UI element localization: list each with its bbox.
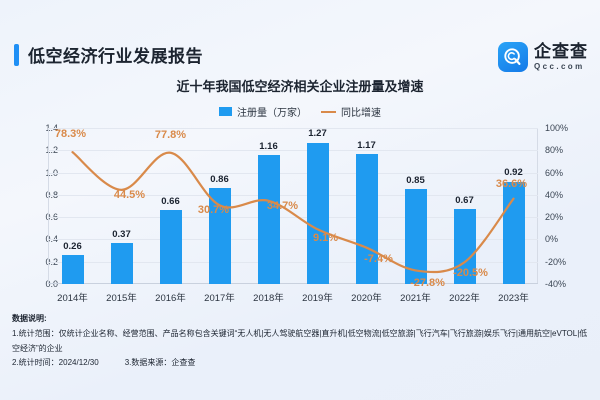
growth-rate-label: -27.8% — [410, 277, 445, 290]
logo-en-text: Qcc.com — [534, 62, 585, 71]
bar-value-label: 1.27 — [308, 128, 327, 140]
x-axis-tick-label: 2018年 — [253, 293, 284, 304]
gridline — [48, 261, 538, 263]
legend-line-swatch-icon — [321, 110, 336, 113]
gridline — [48, 217, 538, 219]
bar-value-label: 0.26 — [63, 241, 82, 253]
y-axis-tick-label: 0.0 — [45, 279, 58, 289]
y2-axis-tick-label: 0% — [545, 234, 559, 245]
growth-rate-label: 78.3% — [54, 128, 87, 141]
axis-line-left — [48, 128, 49, 284]
growth-rate-label: 77.8% — [154, 128, 187, 141]
x-axis-tick-label: 2016年 — [155, 293, 186, 304]
bar[interactable] — [404, 189, 427, 284]
notes-heading: 数据说明: — [12, 314, 47, 323]
growth-rate-label: 44.5% — [113, 188, 146, 201]
bar-value-label: 1.16 — [259, 140, 278, 152]
gridline — [48, 239, 538, 241]
x-axis-tick-label: 2021年 — [400, 293, 431, 304]
y2-axis-tick-label: -20% — [545, 256, 567, 267]
bar-value-label: 0.66 — [161, 196, 180, 208]
bar[interactable] — [257, 154, 280, 284]
y2-axis-tick-label: 20% — [545, 212, 564, 223]
legend-line-label: 同比增速 — [341, 108, 381, 119]
legend-bar-swatch-icon — [219, 107, 232, 116]
gridline — [48, 150, 538, 152]
bar[interactable] — [61, 255, 84, 284]
qcc-logo: 企查查 Qcc.com — [498, 42, 588, 72]
bar[interactable] — [208, 188, 231, 284]
axis-baseline — [48, 283, 538, 284]
growth-rate-label: 9.1% — [312, 232, 339, 245]
x-axis-tick-label: 2023年 — [498, 293, 529, 304]
qcc-logo-icon — [498, 42, 528, 72]
x-axis-tick-label: 2017年 — [204, 293, 235, 304]
x-axis-tick-label: 2014年 — [57, 293, 88, 304]
y2-axis-tick-label: 60% — [545, 167, 564, 178]
bar-value-label: 0.37 — [112, 228, 131, 240]
notes-line-2b: 3.数据来源：企查查 — [124, 358, 196, 368]
page-title: 低空经济行业发展报告 — [28, 47, 203, 66]
growth-rate-label: -7.4% — [364, 252, 393, 265]
data-notes: 数据说明: 1.统计范围：仅统计企业名称、经营范围、产品名称包含关键词“无人机|… — [12, 312, 590, 371]
y2-axis-tick-label: -40% — [545, 279, 567, 289]
legend-bar-label: 注册量（万家） — [237, 108, 307, 119]
chart-title: 近十年我国低空经济相关企业注册量及增速 — [176, 79, 424, 94]
bar-value-label: 0.92 — [504, 167, 523, 179]
growth-rate-label: 34.7% — [266, 199, 299, 212]
bar-value-label: 0.86 — [210, 174, 229, 186]
growth-rate-label: 30.7% — [197, 204, 230, 217]
x-axis-tick-label: 2019年 — [302, 293, 333, 304]
y2-axis-tick-label: 40% — [545, 189, 564, 200]
bar-value-label: 1.17 — [357, 139, 376, 151]
y2-axis-tick-label: 80% — [545, 145, 564, 156]
x-axis-tick-label: 2020年 — [351, 293, 382, 304]
gridline — [48, 194, 538, 196]
y2-axis-tick-label: 100% — [545, 123, 569, 133]
notes-line-1: 1.统计范围：仅统计企业名称、经营范围、产品名称包含关键词“无人机|无人驾驶航空… — [12, 328, 588, 353]
report-header: 低空经济行业发展报告 企查查 Qcc.com — [0, 18, 600, 72]
bar[interactable] — [159, 210, 182, 284]
notes-line-2a: 2.统计时间：2024/12/30 — [12, 358, 99, 368]
growth-rate-line — [71, 151, 515, 274]
growth-rate-label: 36.6% — [495, 177, 528, 190]
x-axis-tick-label: 2022年 — [449, 293, 480, 304]
chart-plot-area: 0.26 0.37 0.66 0.86 1.16 1.27 1.17 0.85 0.67 0.92… — [48, 128, 538, 289]
chart-legend: 注册量（万家） 同比增速 — [0, 104, 600, 119]
gridline — [48, 128, 538, 129]
growth-rate-label: -20.5% — [453, 267, 488, 280]
bar-value-label: 0.67 — [455, 195, 474, 207]
legend-item-bar[interactable]: 注册量（万家） — [219, 104, 307, 119]
qcc-logo-text: 企查查 Qcc.com — [534, 43, 588, 71]
axis-line-right — [537, 128, 538, 284]
bar-value-label: 0.85 — [406, 175, 425, 187]
bar[interactable] — [306, 142, 329, 284]
legend-item-line[interactable]: 同比增速 — [321, 104, 381, 119]
logo-cn-text: 企查查 — [534, 42, 588, 61]
title-accent-bar — [14, 44, 19, 66]
gridline — [48, 172, 538, 174]
bar[interactable] — [110, 242, 133, 284]
x-axis-tick-label: 2015年 — [106, 293, 137, 304]
